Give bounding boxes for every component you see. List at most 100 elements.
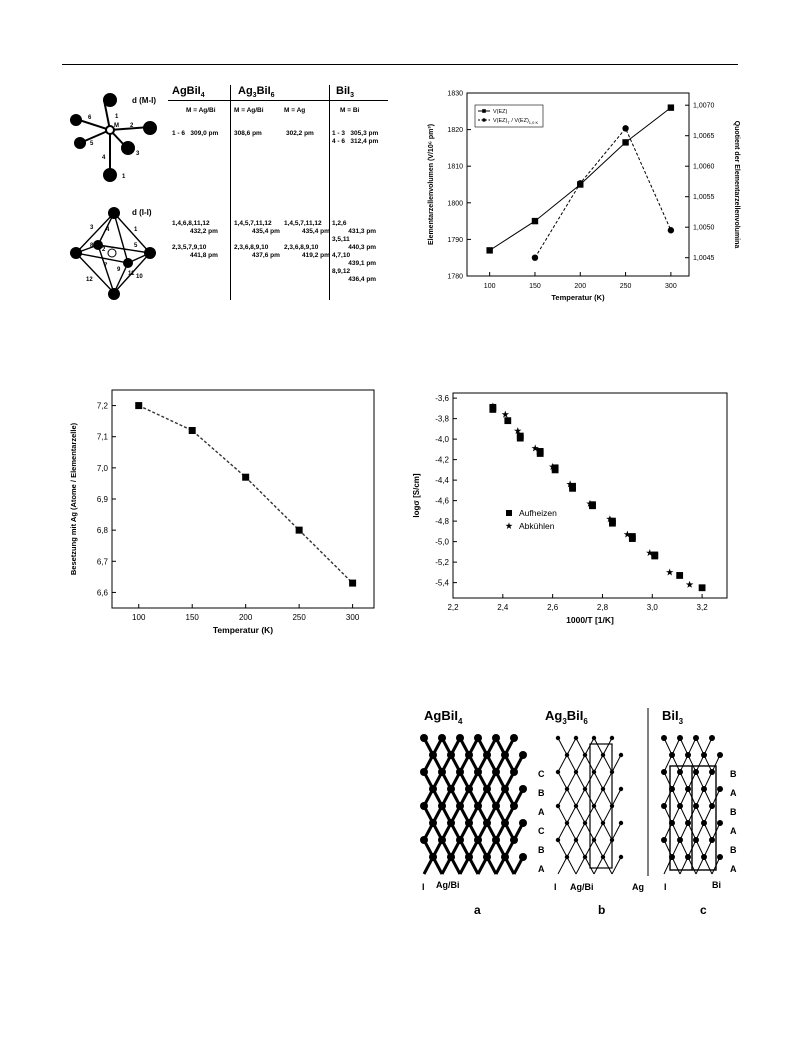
atom xyxy=(709,837,715,843)
atom xyxy=(456,768,464,776)
data-point xyxy=(622,139,629,146)
legend-marker xyxy=(506,510,512,516)
bond xyxy=(671,737,681,756)
bond xyxy=(593,856,604,875)
bond xyxy=(679,737,689,756)
data-point xyxy=(489,402,497,410)
atom xyxy=(519,751,527,759)
atom xyxy=(510,768,518,776)
stack-letter: A xyxy=(730,864,737,874)
atom xyxy=(573,769,579,775)
data-point xyxy=(531,444,539,452)
atom xyxy=(564,786,570,792)
y-tick-label: 6,8 xyxy=(97,526,109,535)
atom xyxy=(618,752,624,758)
bond xyxy=(602,788,613,807)
data-point xyxy=(667,104,675,111)
stack-letter: B xyxy=(538,845,545,855)
data-point xyxy=(242,473,250,481)
y-tick-label: 6,9 xyxy=(97,495,109,504)
atom xyxy=(582,820,588,826)
bond xyxy=(703,822,713,841)
y-axis-label: Elementarzellenvolumen (V/10⁶ pm³) xyxy=(428,124,435,245)
atom xyxy=(600,786,606,792)
legend-label: Aufheizen xyxy=(519,508,557,518)
data-point xyxy=(577,180,584,187)
data-point xyxy=(646,549,654,557)
atom xyxy=(492,802,500,810)
data-point xyxy=(628,535,636,542)
atom-label: I xyxy=(664,882,667,892)
legend-label: V(EZ)T / V(EZ)1,0 K xyxy=(493,118,538,125)
stack-letter: B xyxy=(730,769,737,779)
data-point xyxy=(531,254,539,261)
atom xyxy=(669,752,675,758)
x-tick-label: 100 xyxy=(132,613,146,622)
x-tick-label: 2,6 xyxy=(547,603,559,612)
atom xyxy=(456,734,464,742)
data-point xyxy=(531,217,539,225)
bond xyxy=(575,771,586,790)
y-tick-label: 7,2 xyxy=(97,402,109,411)
data-point xyxy=(514,427,522,435)
atom xyxy=(618,820,624,826)
cl-num: 2 xyxy=(102,247,106,253)
bond xyxy=(566,805,577,824)
data-point xyxy=(698,584,706,592)
atom xyxy=(661,803,667,809)
y-tick-label: -5,0 xyxy=(435,538,449,547)
bond xyxy=(679,822,689,841)
data-point xyxy=(609,519,616,527)
dist-value: 1,4,6,8,11,12 432,2 pm 2,3,5,7,9,10 441,… xyxy=(172,220,218,259)
atom xyxy=(429,751,437,759)
bond xyxy=(602,737,613,756)
cl-num: 1 xyxy=(134,227,138,233)
col-header-agbii4: AgBiI4 xyxy=(172,85,205,100)
bond xyxy=(679,805,689,824)
atom xyxy=(701,752,707,758)
y-tick-label: 7,0 xyxy=(97,464,109,473)
oct-num: 5 xyxy=(90,141,94,147)
legend-marker xyxy=(505,522,513,529)
header-rule xyxy=(62,64,738,65)
atom xyxy=(492,836,500,844)
coordination-figure: 6 1 2 3 4 5 1 M d (M-I) xyxy=(62,85,392,305)
atom xyxy=(618,786,624,792)
cl-num: 9 xyxy=(117,267,121,273)
atom xyxy=(501,853,509,861)
bond xyxy=(703,805,713,824)
atom xyxy=(519,819,527,827)
data-point xyxy=(135,402,143,410)
data-point xyxy=(569,484,576,492)
bond xyxy=(566,788,577,807)
bond xyxy=(557,771,568,790)
data-point xyxy=(676,572,684,579)
y-tick-label: 1800 xyxy=(447,200,463,207)
atom xyxy=(465,819,473,827)
data-point xyxy=(589,502,596,510)
atom xyxy=(693,735,699,741)
atom xyxy=(701,820,707,826)
atom xyxy=(429,785,437,793)
bond xyxy=(687,737,697,756)
bond xyxy=(703,737,713,756)
data-point xyxy=(516,434,524,442)
bond xyxy=(602,822,613,841)
x-tick-label: 100 xyxy=(484,283,496,290)
table-divider xyxy=(230,85,231,300)
dii-label: d (I-I) xyxy=(132,208,152,217)
atom xyxy=(474,768,482,776)
cl-num: 8 xyxy=(90,243,94,249)
occupation-chart: 100 150 200 250 300 6,6 6,7 6,8 6,9 7,0 7,1 7,2 Temp… xyxy=(62,385,392,645)
atom xyxy=(618,854,624,860)
octahedron-mi xyxy=(70,93,157,182)
atom xyxy=(429,853,437,861)
y2-tick-label: 1,0055 xyxy=(693,194,715,201)
atom xyxy=(519,785,527,793)
data-point xyxy=(586,499,594,507)
bond xyxy=(663,737,673,756)
x-tick-label: 300 xyxy=(665,283,677,290)
bond xyxy=(593,805,604,824)
bond xyxy=(593,737,604,756)
atom xyxy=(447,751,455,759)
